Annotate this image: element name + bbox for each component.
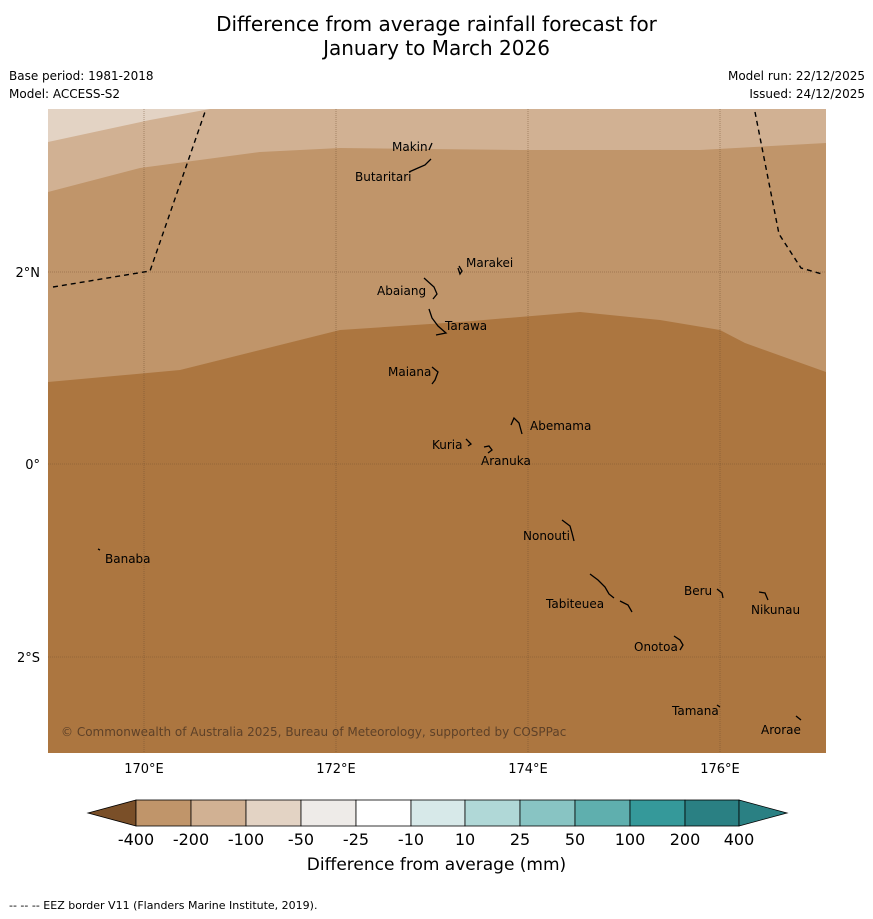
island-shape-beru (716, 588, 724, 599)
eez-border-east (754, 111, 823, 275)
label-kuria: Kuria (432, 438, 463, 452)
island-shape-abemama (510, 416, 523, 435)
label-nonouti: Nonouti (523, 529, 570, 543)
legend-tick: 25 (509, 830, 531, 849)
label-aranuka: Aranuka (481, 454, 531, 468)
lon-label-176e: 176°E (700, 762, 740, 777)
base-period: Base period: 1981-2018 (9, 69, 154, 83)
colorbar-cell (135, 799, 192, 827)
colorbar-cell (300, 799, 357, 827)
label-beru: Beru (684, 584, 712, 598)
island-shape-tarawa (428, 308, 448, 336)
model-name: Model: ACCESS-S2 (9, 87, 121, 101)
colorbar-cell (629, 799, 686, 827)
eez-border (52, 109, 823, 288)
label-tamana: Tamana (671, 704, 719, 718)
label-abaiang: Abaiang (377, 284, 426, 298)
colorbar-cell (190, 799, 247, 827)
legend-title: Difference from average (mm) (306, 855, 567, 875)
legend-tick: -200 (172, 830, 210, 849)
legend-tick: 50 (564, 830, 586, 849)
meta-right: Model run: 22/12/2025 Issued: 24/12/2025 (728, 67, 865, 103)
label-makin: Makin (392, 140, 428, 154)
axis-labels: 2°N 0° 2°S 170°E 172°E 174°E 176°E (16, 266, 740, 777)
map-frame: Makin Butaritari Marakei Abaiang Tarawa … (48, 109, 826, 753)
island-shape-abaiang (423, 277, 438, 300)
label-onotoa: Onotoa (634, 640, 678, 654)
label-banaba: Banaba (105, 552, 151, 566)
model-run: Model run: 22/12/2025 (727, 69, 865, 83)
label-abemama: Abemama (530, 419, 591, 433)
legend-tick: -25 (342, 830, 370, 849)
island-shape-tabiteuea (589, 573, 633, 613)
island-shape-nikunau (758, 591, 769, 601)
legend-tick: -50 (287, 830, 315, 849)
label-maiana: Maiana (388, 365, 431, 379)
island-labels: Makin Butaritari Marakei Abaiang Tarawa … (105, 140, 801, 737)
legend-tick: 10 (454, 830, 476, 849)
island-shape-arorae (795, 715, 802, 721)
lat-label-2s: 2°S (17, 651, 40, 666)
colorbar-cell (355, 799, 412, 827)
label-nikunau: Nikunau (751, 603, 800, 617)
label-tarawa: Tarawa (444, 319, 487, 333)
title-line-2: January to March 2026 (323, 36, 550, 60)
eez-footnote: -- -- -- EEZ border V11 (Flanders Marine… (9, 899, 318, 912)
island-outlines (97, 142, 802, 721)
island-shape-butaritari (408, 158, 432, 173)
map-title: Difference from average rainfall forecas… (0, 12, 873, 60)
legend-tick: -400 (117, 830, 155, 849)
legend-tick: 100 (614, 830, 646, 849)
colorbar (86, 799, 789, 827)
island-shape-maiana (431, 366, 439, 385)
legend-tick: 200 (669, 830, 701, 849)
island-shape-makin (428, 142, 433, 151)
lon-label-174e: 174°E (508, 762, 548, 777)
colorbar-extend-high (738, 799, 789, 827)
issued-date: Issued: 24/12/2025 (749, 87, 865, 101)
colorbar-cell (519, 799, 576, 827)
lat-label-equator: 0° (25, 458, 40, 473)
label-marakei: Marakei (466, 256, 513, 270)
island-shape-marakei (457, 265, 463, 276)
colorbar-extend-low (86, 799, 137, 827)
copyright-text: © Commonwealth of Australia 2025, Bureau… (61, 725, 566, 739)
legend-tick: 400 (723, 830, 755, 849)
colorbar-cell (245, 799, 302, 827)
island-shape-aranuka (483, 445, 493, 454)
title-line-1: Difference from average rainfall forecas… (216, 12, 657, 36)
band-minus-100 (48, 109, 826, 192)
graticule (48, 109, 826, 753)
label-tabiteuea: Tabiteuea (545, 597, 604, 611)
lon-label-170e: 170°E (124, 762, 164, 777)
colorbar-cell (410, 799, 466, 827)
legend-tick: -100 (227, 830, 265, 849)
label-butaritari: Butaritari (355, 170, 412, 184)
island-shape-tamana (716, 704, 721, 708)
legend-tick: -10 (397, 830, 425, 849)
meta-left: Base period: 1981-2018 Model: ACCESS-S2 (9, 67, 154, 103)
island-shape-nonouti (561, 519, 575, 542)
band-minus-50 (48, 109, 210, 142)
island-shape-banaba (97, 548, 101, 551)
lat-label-2n: 2°N (16, 266, 41, 281)
lon-label-172e: 172°E (316, 762, 356, 777)
label-arorae: Arorae (761, 723, 801, 737)
colorbar-cell (574, 799, 631, 827)
island-shape-kuria (465, 438, 473, 447)
band-minus-200 (48, 109, 826, 382)
colorbar-cell (684, 799, 740, 827)
island-shape-onotoa (673, 635, 684, 651)
colorbar-cell (464, 799, 521, 827)
